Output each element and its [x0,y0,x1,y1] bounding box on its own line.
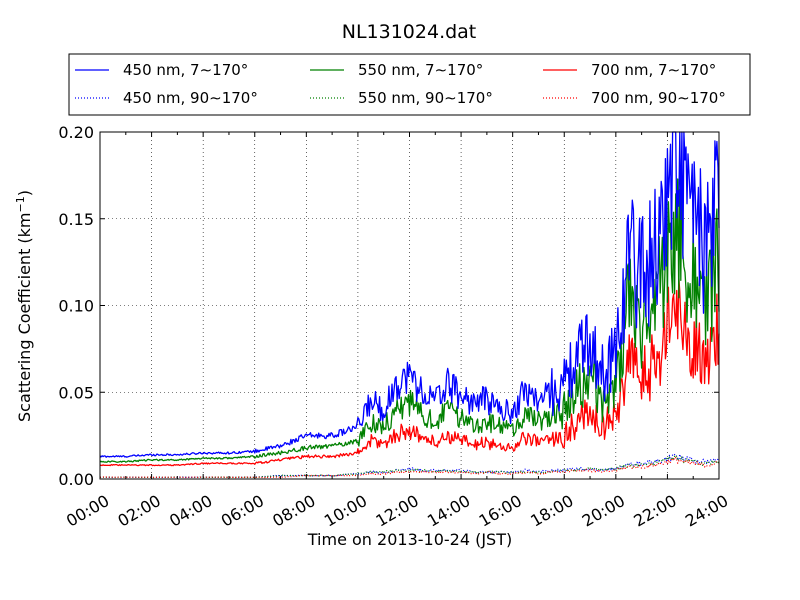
series-line-1 [99,178,720,463]
legend-label: 450 nm, 90∼170° [123,89,258,107]
x-tick-label: 24:00 [682,491,731,531]
x-tick-label: 22:00 [630,491,679,531]
x-tick-label: 14:00 [424,491,473,531]
x-tick-label: 16:00 [476,491,525,531]
x-axis-title: Time on 2013-10-24 (JST) [307,530,512,549]
legend-label: 550 nm, 90∼170° [358,89,493,107]
y-axis-title-sup: −1 [14,196,27,212]
ticks [99,131,720,480]
y-axis-title-tail: ) [15,190,34,196]
y-tick-label: 0.10 [58,297,94,316]
y-tick-label: 0.00 [58,470,94,489]
chart-title: NL131024.dat [342,21,477,43]
legend-label: 700 nm, 90∼170° [591,89,726,107]
tick-labels: 00:00 02:00 04:00 06:00 08:00 10:00 12:00 14:00… [58,123,731,531]
x-tick-label: 20:00 [579,491,628,531]
y-tick-label: 0.05 [58,383,94,402]
x-tick-label: 02:00 [115,491,164,531]
y-axis-title-main: Scattering Coefficient (km [15,212,34,422]
legend-label: 450 nm, 7∼170° [123,61,248,79]
x-tick-label: 10:00 [321,491,370,531]
x-tick-label: 18:00 [527,491,576,531]
x-tick-label: 06:00 [218,491,267,531]
x-tick-label: 00:00 [63,491,112,531]
series-line-2 [99,276,720,467]
x-tick-label: 12:00 [372,491,421,531]
y-tick-label: 0.20 [58,123,94,142]
x-tick-label: 08:00 [269,491,318,531]
series-line-4 [99,455,720,479]
x-tick-label: 04:00 [166,491,215,531]
y-axis-title: Scattering Coefficient (km−1) [14,190,35,422]
y-tick-label: 0.15 [58,210,94,229]
legend-label: 700 nm, 7∼170° [591,61,716,79]
legend-box [68,53,751,116]
series-line-0 [99,131,720,458]
legend-label: 550 nm, 7∼170° [358,61,483,79]
legend: 450 nm, 7∼170° 550 nm, 7∼170° 700 nm, 7∼17… [68,53,751,116]
